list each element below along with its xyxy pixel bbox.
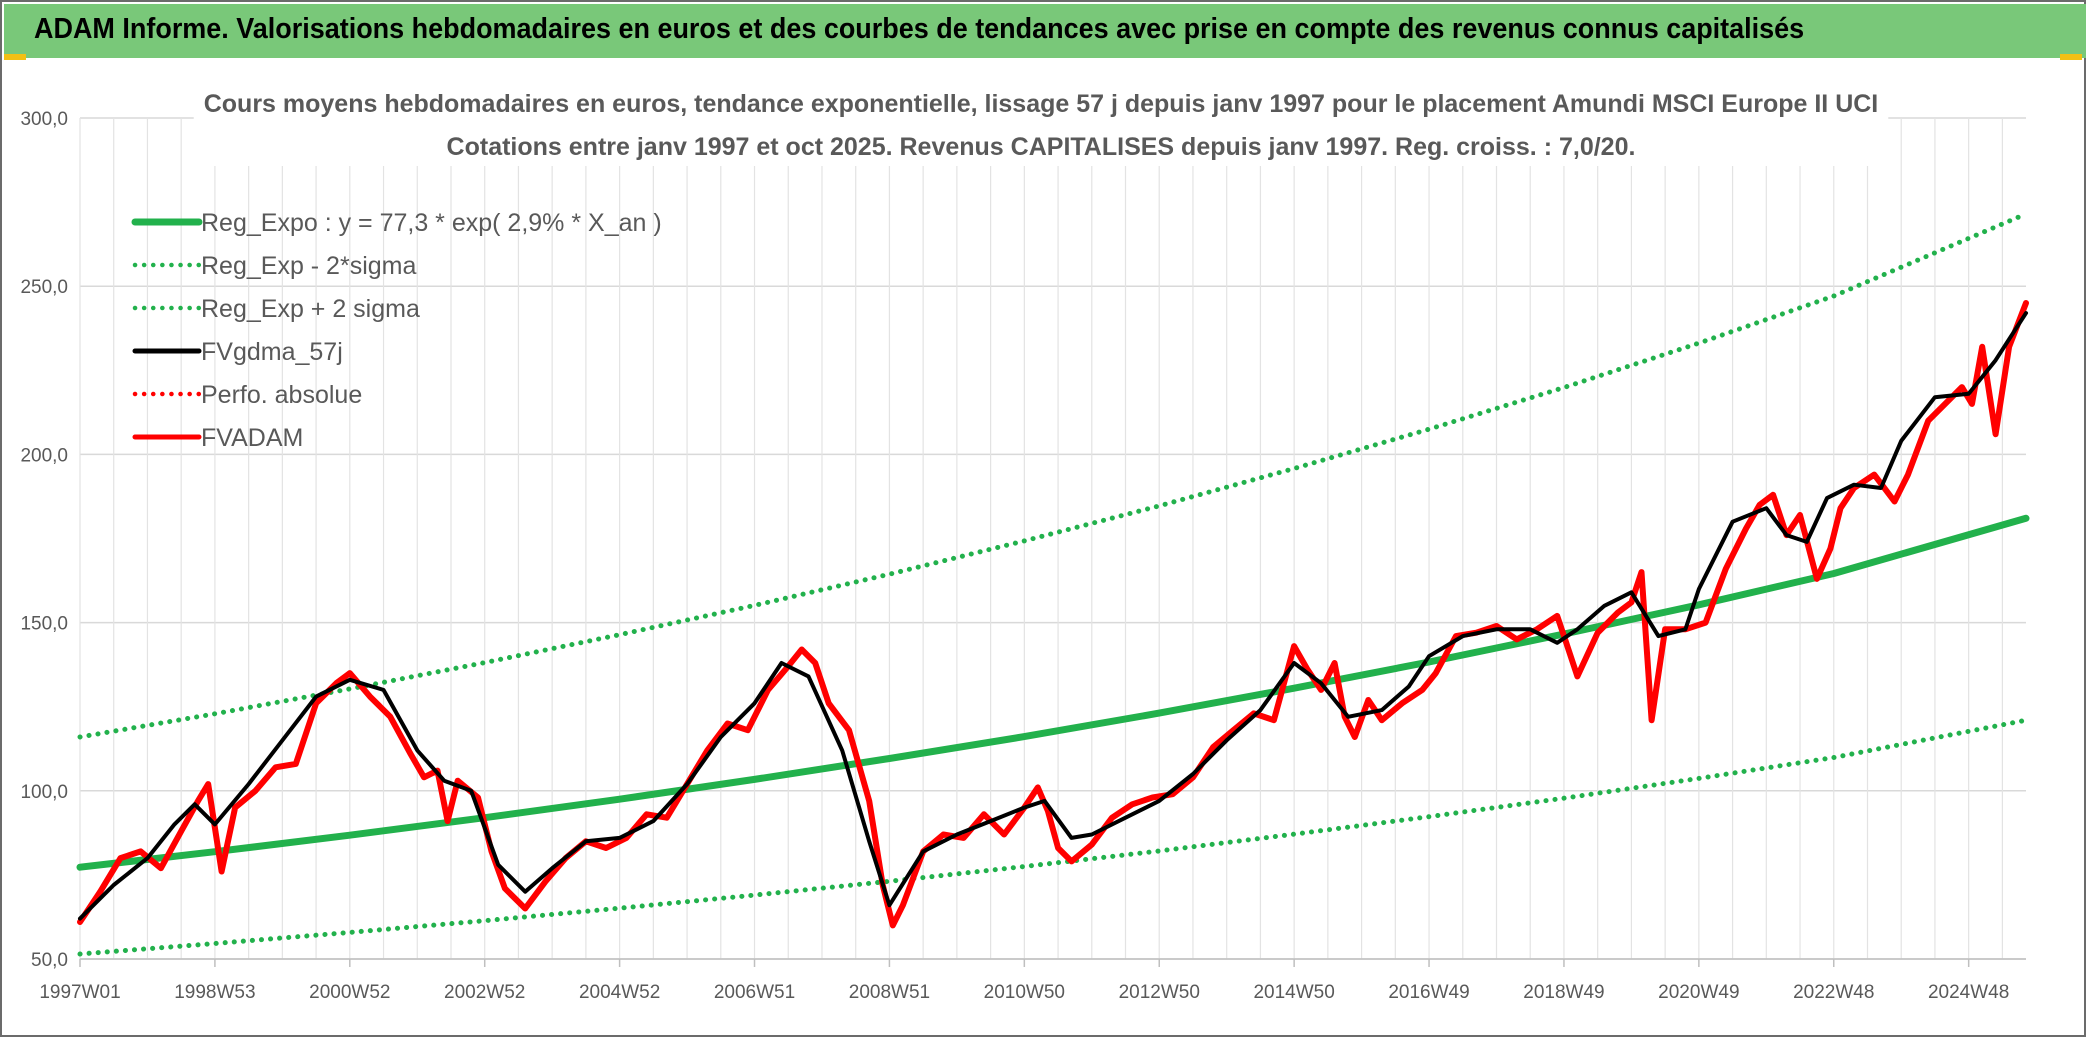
chart-legend: Reg_Expo : y = 77,3 * exp( 2,9% * X_an )… — [131, 209, 662, 452]
chart-axes: 50,0 100,0 150,0 200,0 250,0 300,0 1997W01 1998… — [20, 109, 2026, 1003]
legend-label: Reg_Expo : y = 77,3 * exp( 2,9% * X_an ) — [201, 209, 662, 237]
y-tick-label: 50,0 — [31, 950, 68, 971]
x-tick-label: 2012W50 — [1119, 982, 1200, 1003]
chart-title-background — [193, 82, 1889, 166]
x-tick-label: 2002W52 — [444, 982, 525, 1003]
x-tick-label: 2006W51 — [714, 982, 795, 1003]
header-banner: ADAM Informe. Valorisations hebdomadaire… — [4, 4, 2086, 58]
legend-label: Perfo. absolue — [201, 381, 362, 409]
legend-label: Reg_Exp - 2*sigma — [201, 252, 416, 280]
chart-series — [76, 211, 2030, 957]
y-tick-label: 100,0 — [20, 782, 68, 803]
series-line-0 — [76, 514, 2030, 871]
x-tick-label: 2016W49 — [1388, 982, 1469, 1003]
x-tick-label: 2014W50 — [1253, 982, 1334, 1003]
y-tick-label: 300,0 — [20, 109, 68, 130]
chart-subtitle: Cotations entre janv 1997 et oct 2025. R… — [447, 133, 1636, 161]
x-tick-label: 1998W53 — [174, 982, 255, 1003]
x-tick-label: 2010W50 — [984, 982, 1065, 1003]
x-tick-label: 2020W49 — [1658, 982, 1739, 1003]
x-tick-label: 1997W01 — [39, 982, 120, 1003]
series-line-2 — [77, 211, 2029, 740]
chart-titles: Cours moyens hebdomadaires en euros, ten… — [193, 82, 1889, 166]
series-line-5 — [77, 300, 2029, 929]
x-tick-label: 2004W52 — [579, 982, 660, 1003]
y-tick-label: 150,0 — [20, 614, 68, 635]
series-line-1 — [77, 717, 2029, 957]
chart-title: Cours moyens hebdomadaires en euros, ten… — [204, 90, 1879, 118]
x-tick-label: 2008W51 — [849, 982, 930, 1003]
legend-label: FVgdma_57j — [201, 338, 343, 366]
x-tick-label: 2000W52 — [309, 982, 390, 1003]
page-title: ADAM Informe. Valorisations hebdomadaire… — [34, 13, 1805, 45]
x-tick-label: 2018W49 — [1523, 982, 1604, 1003]
series-line-3 — [78, 311, 2028, 921]
legend-label: FVADAM — [201, 424, 303, 452]
y-tick-label: 200,0 — [20, 445, 68, 466]
corner-accent-right — [2060, 54, 2082, 60]
legend-label: Reg_Exp + 2 sigma — [201, 295, 420, 323]
x-tick-label: 2024W48 — [1928, 982, 2009, 1003]
x-tick-label: 2022W48 — [1793, 982, 1874, 1003]
y-tick-label: 250,0 — [20, 277, 68, 298]
corner-accent-left — [4, 54, 26, 60]
